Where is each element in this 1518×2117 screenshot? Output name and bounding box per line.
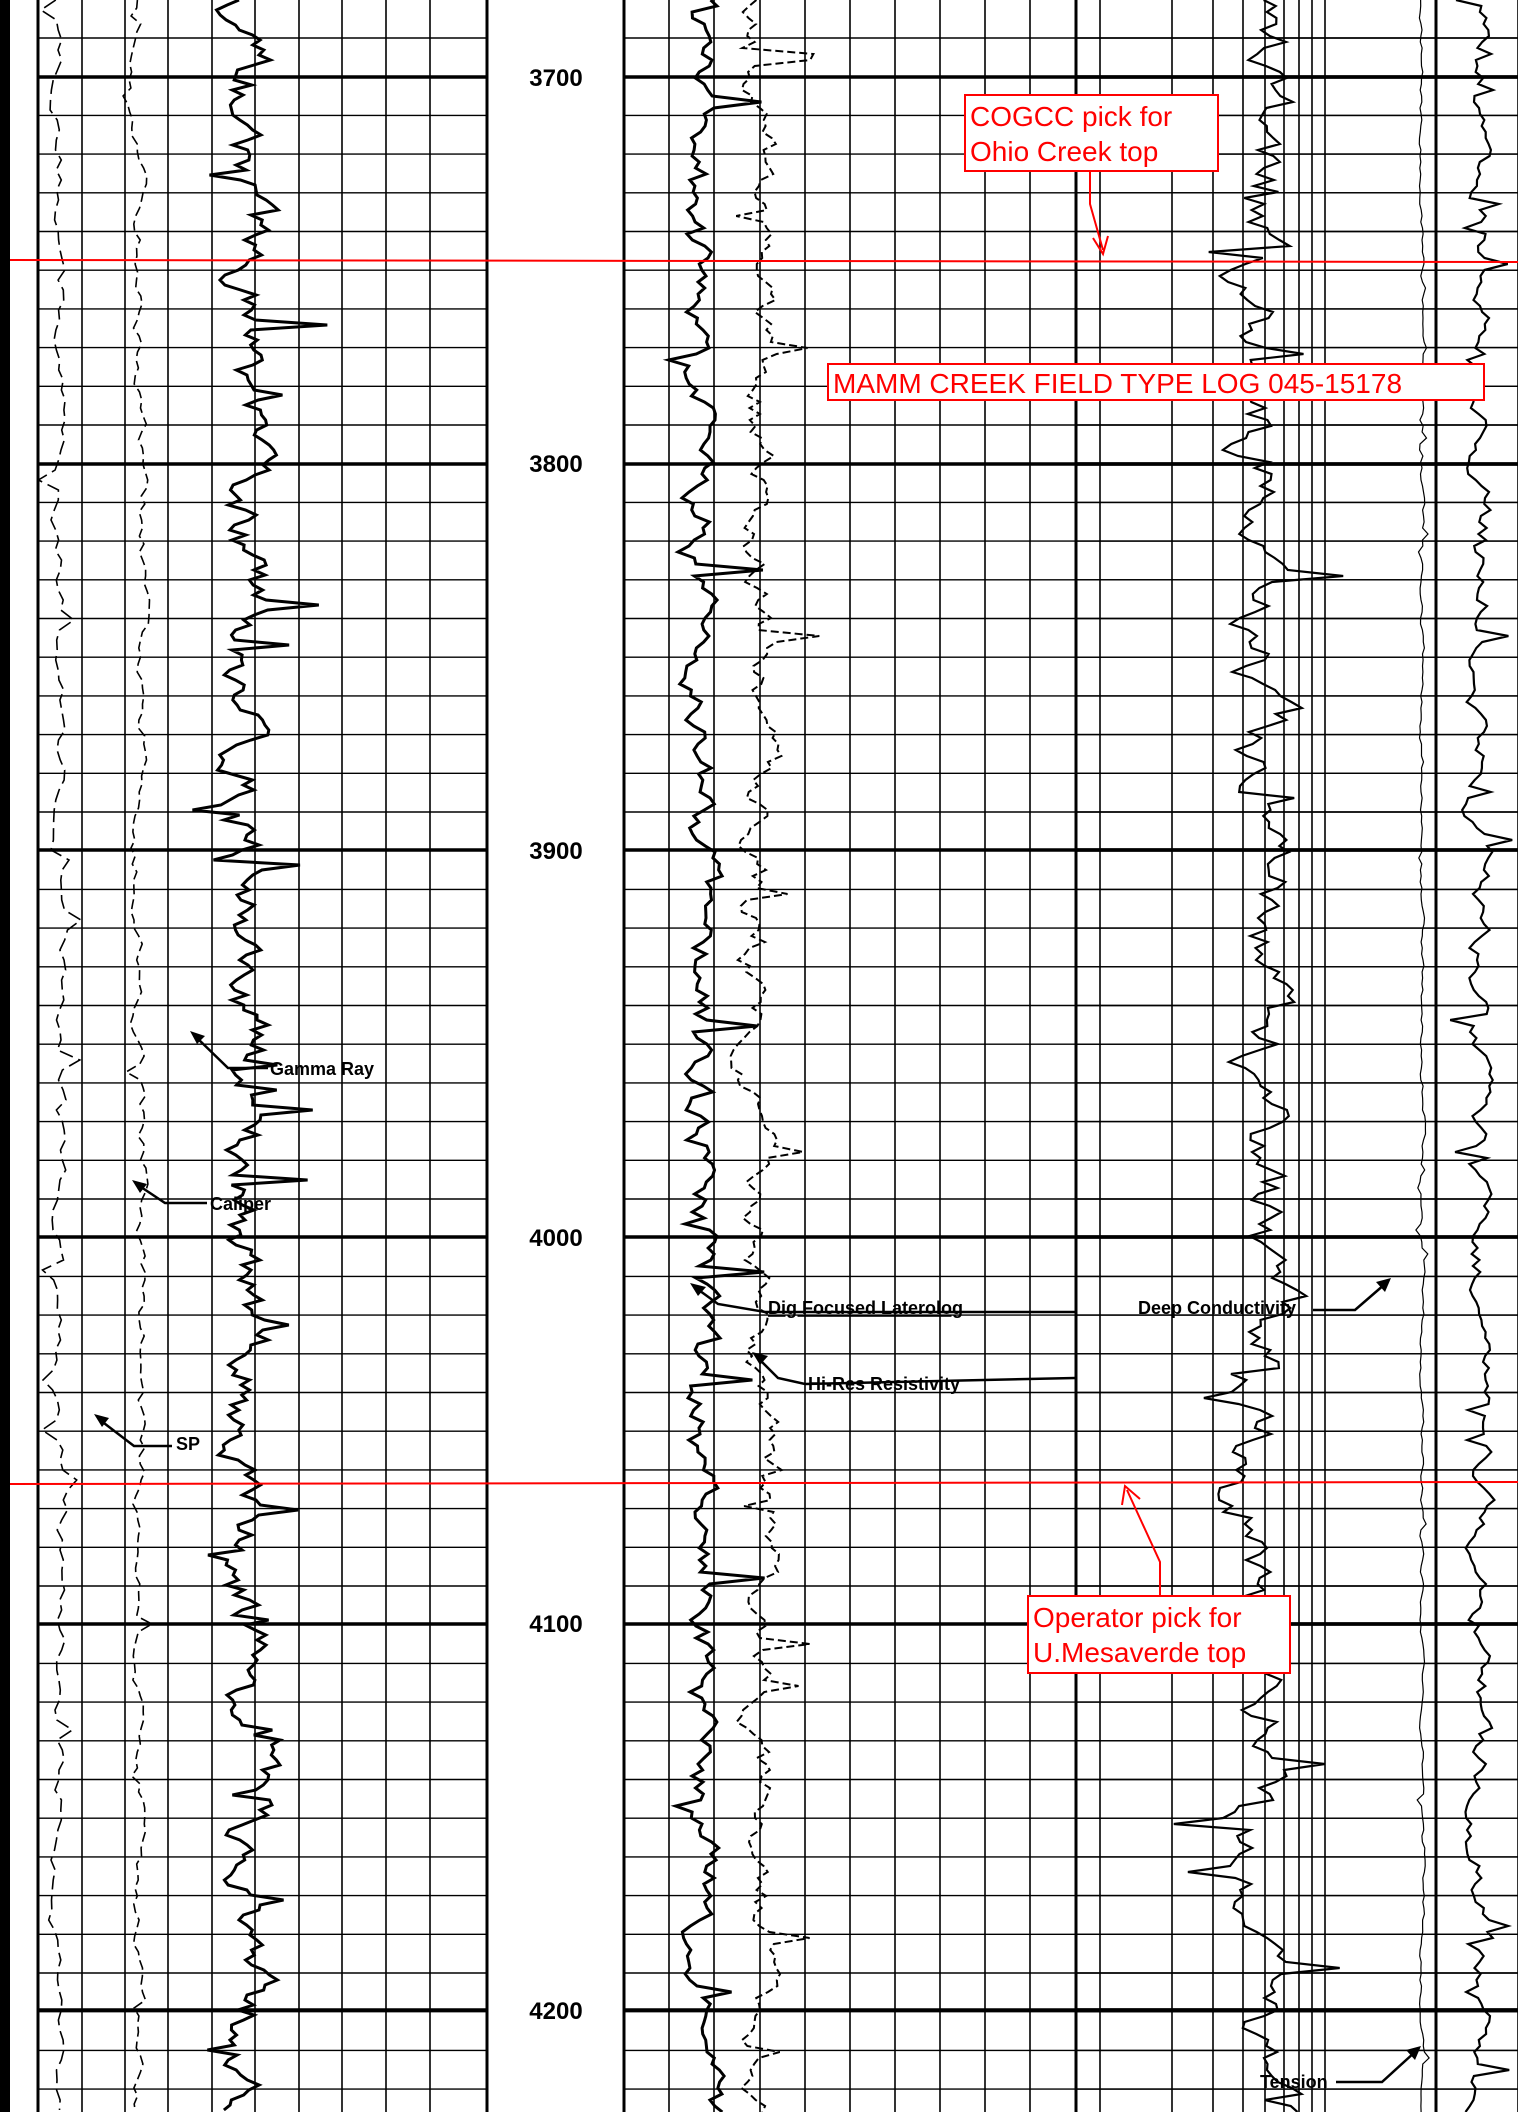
log-curves: [36, 0, 1513, 2114]
depth-label: 4100: [529, 1611, 582, 1638]
caliper-leader: [137, 1183, 207, 1205]
sp-leader: [99, 1419, 172, 1448]
annotation-line: COGCC pick for: [970, 101, 1172, 132]
arrow-head-icon: [752, 1352, 768, 1365]
hi-res-resistivity-curve: [729, 0, 820, 2113]
annotation-arrow: [1126, 1489, 1161, 1596]
deep-conductivity-label: Deep Conductivity: [1138, 1298, 1296, 1318]
arrow-head-icon: [1376, 1278, 1391, 1292]
depth-labels: 3700 3800 3900 4000 4100 4200: [529, 65, 582, 2025]
gamma-ray-curve: [192, 0, 328, 2112]
annotation-box: [827, 363, 1485, 401]
tension-label: Tension: [1260, 2072, 1328, 2092]
sp-curve: [36, 0, 83, 2111]
arrow-head-icon: [1406, 2046, 1421, 2060]
depth-label: 4000: [529, 1225, 582, 1252]
mesaverde-pick-line: [9, 1481, 1518, 1485]
deep-conductivity-leader: [1313, 1283, 1386, 1312]
annotation-line: Ohio Creek top: [970, 136, 1158, 167]
hi-res-resistivity-label: Hi-Res Resistivity: [808, 1374, 960, 1394]
depth-label: 3800: [529, 451, 582, 478]
cogcc-pick-annotation: COGCC pick for Ohio Creek top: [964, 94, 1219, 257]
annotation-line: U.Mesaverde top: [1033, 1637, 1246, 1668]
laterolog-label: Dig Focused Laterolog: [768, 1298, 963, 1318]
track-3-curve: [1449, 0, 1513, 2113]
deep-conductivity-curve: [1173, 0, 1344, 2113]
sp-label: SP: [176, 1434, 200, 1454]
arrow-head-icon: [190, 1031, 205, 1044]
tension-leader: [1336, 2051, 1416, 2084]
left-border: [0, 0, 10, 2112]
tension-curve: [1415, 0, 1430, 2113]
annotation-line: Operator pick for: [1033, 1602, 1242, 1633]
depth-label: 3700: [529, 65, 582, 92]
depth-label: 3900: [529, 838, 582, 865]
annotation-box: [964, 94, 1219, 172]
caliper-curve: [122, 0, 154, 2113]
annotation-arrow: [1089, 171, 1104, 251]
operator-pick-annotation: Operator pick for U.Mesaverde top: [1027, 1484, 1291, 1674]
gamma-ray-leader: [194, 1035, 268, 1070]
gamma-ray-label: Gamma Ray: [270, 1059, 374, 1079]
ohio-creek-pick-line: [9, 259, 1518, 263]
hi-res-leader: [757, 1357, 1076, 1386]
curve-labels: Gamma Ray Caliper SP Dig Focused Laterol…: [94, 1031, 1421, 2092]
arrow-head-icon: [690, 1283, 706, 1296]
arrow-head-icon: [1092, 235, 1109, 257]
arrow-head-icon: [132, 1180, 147, 1193]
type-log-annotation: MAMM CREEK FIELD TYPE LOG 045-15178: [827, 363, 1485, 401]
depth-label: 4200: [529, 1998, 582, 2025]
laterolog-leader: [695, 1286, 1075, 1314]
annotation-box: [1027, 1595, 1291, 1674]
laterolog-curve: [662, 0, 765, 2114]
caliper-label: Caliper: [210, 1194, 271, 1214]
type-log-title: MAMM CREEK FIELD TYPE LOG 045-15178: [833, 368, 1402, 399]
arrow-head-icon: [94, 1414, 109, 1427]
arrow-head-icon: [1121, 1484, 1141, 1506]
